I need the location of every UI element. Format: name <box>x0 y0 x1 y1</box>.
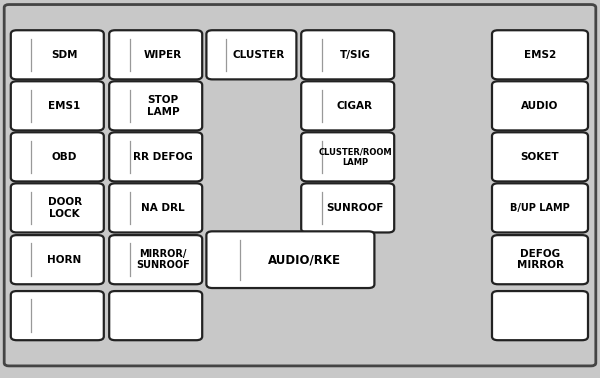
FancyBboxPatch shape <box>11 183 104 232</box>
Text: AUDIO: AUDIO <box>521 101 559 111</box>
FancyBboxPatch shape <box>109 30 202 79</box>
Text: CLUSTER: CLUSTER <box>232 50 284 60</box>
Text: EMS1: EMS1 <box>49 101 81 111</box>
FancyBboxPatch shape <box>11 291 104 340</box>
FancyBboxPatch shape <box>109 291 202 340</box>
FancyBboxPatch shape <box>4 5 596 366</box>
Text: B/UP LAMP: B/UP LAMP <box>510 203 570 213</box>
Text: WIPER: WIPER <box>144 50 182 60</box>
FancyBboxPatch shape <box>301 81 394 130</box>
Text: DEFOG
MIRROR: DEFOG MIRROR <box>517 249 563 271</box>
FancyBboxPatch shape <box>492 81 588 130</box>
Text: AUDIO/RKE: AUDIO/RKE <box>268 253 341 266</box>
FancyBboxPatch shape <box>492 183 588 232</box>
Text: SUNROOF: SUNROOF <box>326 203 383 213</box>
FancyBboxPatch shape <box>301 30 394 79</box>
Text: RR DEFOG: RR DEFOG <box>133 152 193 162</box>
FancyBboxPatch shape <box>492 30 588 79</box>
FancyBboxPatch shape <box>301 132 394 181</box>
FancyBboxPatch shape <box>109 235 202 284</box>
Text: CLUSTER/ROOM
LAMP: CLUSTER/ROOM LAMP <box>318 147 392 167</box>
Text: HORN: HORN <box>47 255 82 265</box>
FancyBboxPatch shape <box>206 231 374 288</box>
FancyBboxPatch shape <box>492 291 588 340</box>
FancyBboxPatch shape <box>492 132 588 181</box>
FancyBboxPatch shape <box>11 132 104 181</box>
Text: SOKET: SOKET <box>521 152 559 162</box>
FancyBboxPatch shape <box>11 30 104 79</box>
Text: CIGAR: CIGAR <box>337 101 373 111</box>
FancyBboxPatch shape <box>11 81 104 130</box>
FancyBboxPatch shape <box>109 81 202 130</box>
FancyBboxPatch shape <box>492 235 588 284</box>
FancyBboxPatch shape <box>109 183 202 232</box>
Text: OBD: OBD <box>52 152 77 162</box>
Text: T/SIG: T/SIG <box>340 50 370 60</box>
Text: NA DRL: NA DRL <box>141 203 185 213</box>
Text: MIRROR/
SUNROOF: MIRROR/ SUNROOF <box>136 249 190 271</box>
FancyBboxPatch shape <box>11 235 104 284</box>
FancyBboxPatch shape <box>206 30 296 79</box>
Text: EMS2: EMS2 <box>524 50 556 60</box>
Text: SDM: SDM <box>52 50 78 60</box>
FancyBboxPatch shape <box>301 183 394 232</box>
Text: STOP
LAMP: STOP LAMP <box>146 95 179 117</box>
Text: DOOR
LOCK: DOOR LOCK <box>47 197 82 219</box>
FancyBboxPatch shape <box>109 132 202 181</box>
